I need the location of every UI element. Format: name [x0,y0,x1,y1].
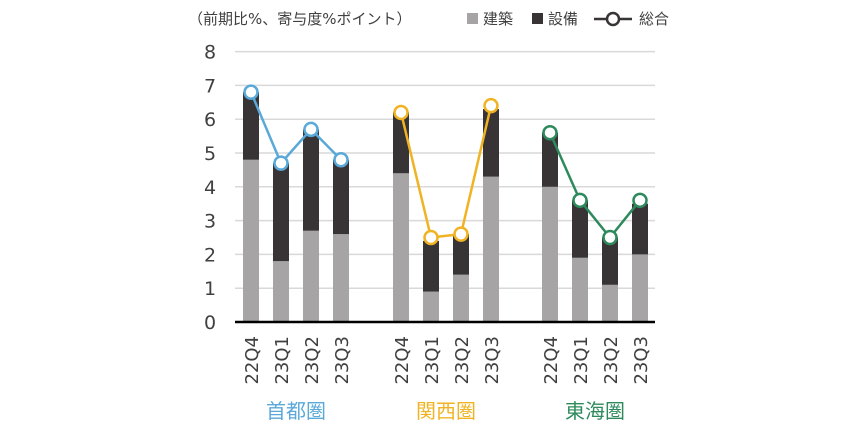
total-point [423,229,439,246]
y-tick-label: 0 [204,312,216,334]
x-tick-label: 23Q1 [272,336,293,385]
y-tick-label: 6 [204,109,216,131]
x-tick-label: 23Q2 [302,336,323,385]
total-point [453,226,469,242]
unit-note: （前期比%、寄与度%ポイント） [188,10,412,28]
legend: 建築 設備 総合 [467,10,669,28]
total-point [243,84,259,100]
bar-construction [243,159,259,322]
total-point [273,155,289,171]
bar-construction [632,254,648,322]
x-axis: 22Q4 23Q1 23Q2 23Q3 22Q4 23Q1 23Q2 23Q3 22Q4 23Q1… [235,320,655,385]
total-line [249,91,342,166]
legend-label-equipment: 設備 [548,10,578,28]
group-label: 東海圏 [565,399,625,423]
bar-equipment [572,200,588,258]
bar-construction [453,274,469,322]
y-tick-label: 5 [204,143,216,165]
bars [243,92,648,322]
gridlines [235,50,655,289]
total-point [602,229,618,246]
bar-equipment [453,234,469,275]
bar-equipment [632,203,648,255]
group-label: 関西圏 [416,399,476,423]
legend-label-construction: 建築 [483,10,513,28]
bar-equipment [303,129,319,231]
y-tick-label: 7 [204,75,216,97]
total-line [399,105,493,239]
bar-equipment [273,163,289,262]
bar-construction [483,176,499,322]
bar-construction [572,257,588,322]
x-tick-label: 23Q2 [601,336,622,385]
total-point [393,104,409,121]
x-tick-label: 23Q3 [631,336,652,385]
bar-construction [542,186,558,322]
x-tick-label: 23Q1 [571,336,592,385]
x-tick-label: 22Q4 [541,336,562,385]
y-tick-label: 8 [204,42,216,64]
total-point [572,192,588,209]
bar-construction [333,234,349,322]
bar-equipment [542,132,558,187]
legend-label-total: 総合 [639,10,669,28]
total-lines [243,84,648,246]
group-labels: 首都圏 関西圏 東海圏 [266,399,625,423]
total-line [548,132,641,240]
group-label: 首都圏 [266,399,326,423]
bar-equipment [393,112,409,174]
bar-equipment [243,92,259,160]
bar-equipment [333,159,349,235]
x-tick-label: 22Q4 [392,336,413,385]
total-point [542,124,558,141]
total-point [333,152,349,168]
legend-swatch-equipment [532,13,543,24]
legend-swatch-construction [467,13,478,24]
bar-equipment [423,240,439,292]
x-tick-label: 23Q3 [482,336,503,385]
x-tick-label: 23Q1 [422,336,443,385]
y-tick-label: 4 [204,177,216,199]
y-tick-label: 1 [204,278,216,300]
bar-construction [602,284,618,322]
y-tick-label: 2 [204,244,216,266]
bar-construction [423,291,439,322]
bar-construction [303,230,319,322]
bar-equipment [483,109,499,177]
total-point [632,192,648,209]
total-point [483,97,499,114]
bar-construction [393,173,409,322]
y-tick-label: 3 [204,211,216,233]
x-tick-label: 22Q4 [242,336,263,385]
total-point [303,121,319,138]
bar-construction [273,261,289,322]
legend-marker-total [605,11,621,27]
y-axis: 0 1 2 3 4 5 6 7 8 [204,42,216,334]
x-tick-label: 23Q2 [452,336,473,385]
x-tick-label: 23Q3 [332,336,353,385]
bar-equipment [602,237,618,285]
